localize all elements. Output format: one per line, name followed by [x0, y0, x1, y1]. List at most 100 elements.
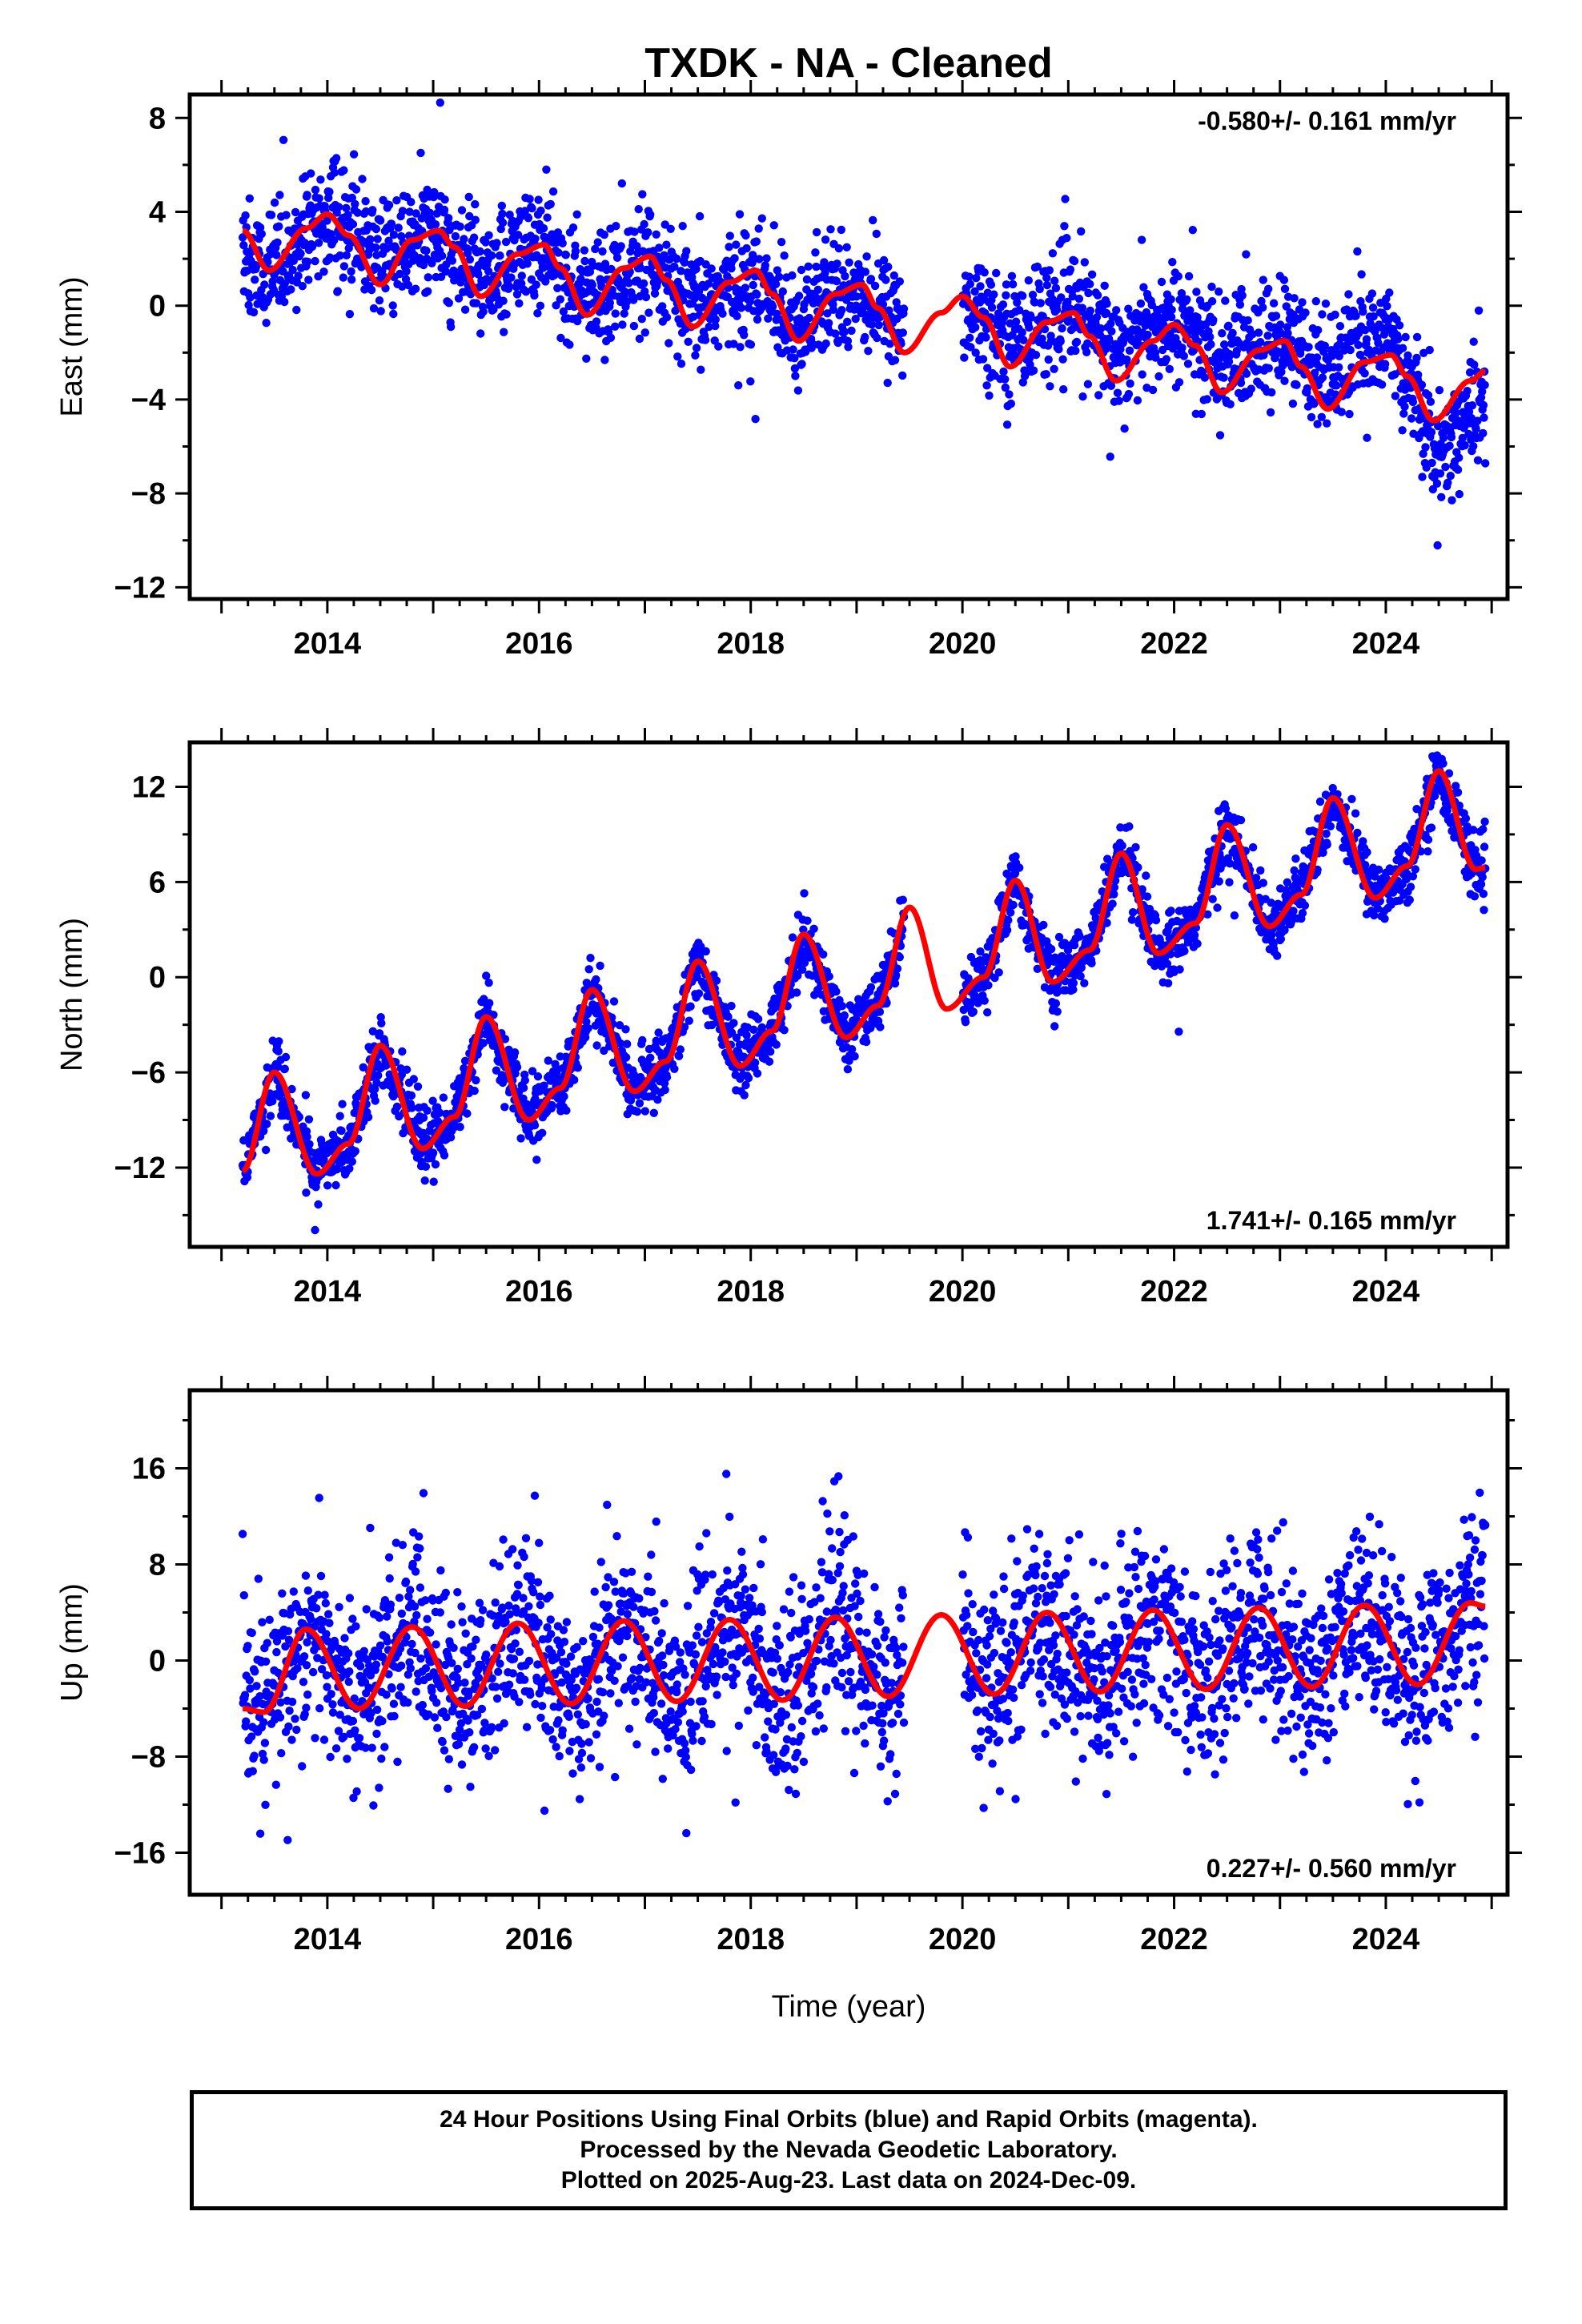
position-point	[281, 1052, 291, 1062]
position-point	[1005, 390, 1014, 399]
position-point	[523, 259, 532, 268]
position-point	[677, 267, 685, 275]
position-point	[1206, 332, 1215, 341]
position-point	[500, 1035, 510, 1043]
position-point	[1151, 353, 1160, 362]
position-point	[1078, 392, 1087, 401]
position-point	[1077, 963, 1086, 972]
position-point	[592, 1041, 601, 1050]
position-point	[407, 198, 416, 207]
position-point	[246, 293, 255, 302]
position-point	[498, 209, 507, 219]
position-point	[268, 277, 277, 286]
position-point	[1182, 295, 1191, 304]
position-point	[755, 255, 764, 263]
position-point	[874, 320, 883, 330]
position-point	[1134, 863, 1142, 872]
position-point	[314, 239, 323, 247]
position-point	[469, 233, 479, 242]
position-point	[976, 947, 985, 956]
position-point	[1042, 273, 1051, 283]
position-point	[711, 321, 720, 331]
position-point	[350, 1108, 359, 1118]
position-point	[1351, 312, 1360, 320]
position-point	[371, 1096, 379, 1105]
position-point	[866, 275, 876, 283]
position-point	[691, 351, 700, 360]
position-point	[249, 308, 259, 317]
position-point	[727, 1001, 736, 1011]
position-point	[1331, 310, 1339, 320]
position-point	[1207, 282, 1216, 292]
position-point	[1307, 412, 1316, 422]
position-point	[334, 203, 343, 211]
position-point	[404, 280, 413, 290]
position-point	[408, 1104, 416, 1112]
position-point	[1298, 298, 1307, 307]
position-point	[440, 205, 449, 215]
position-point	[1002, 420, 1012, 429]
position-point	[790, 364, 800, 373]
position-point	[279, 135, 288, 144]
position-point	[1052, 305, 1062, 314]
position-point	[1006, 908, 1015, 917]
position-point	[646, 1053, 655, 1063]
position-point	[1179, 352, 1189, 360]
position-point	[666, 224, 675, 233]
position-point	[1335, 352, 1344, 360]
position-point	[1235, 300, 1245, 309]
position-point	[568, 223, 578, 232]
position-point	[765, 1057, 774, 1066]
position-point	[392, 196, 401, 205]
position-point	[1291, 854, 1300, 863]
position-point	[1001, 383, 1010, 392]
position-point	[585, 267, 595, 276]
position-point	[1313, 420, 1322, 428]
position-point	[889, 271, 899, 280]
position-point	[1379, 330, 1389, 339]
position-point	[1367, 289, 1377, 298]
position-point	[1433, 541, 1442, 550]
position-point	[1428, 485, 1438, 494]
y-axis: 840−4−8−12	[114, 102, 1522, 605]
position-point	[867, 320, 877, 329]
position-point	[298, 282, 307, 291]
position-point	[536, 206, 545, 215]
position-point	[444, 299, 453, 308]
position-point	[1148, 385, 1158, 395]
position-point	[592, 317, 601, 326]
position-point	[1242, 250, 1251, 259]
position-point	[600, 230, 608, 239]
position-point	[303, 257, 312, 266]
position-point	[725, 243, 733, 251]
position-point	[1080, 979, 1089, 987]
position-point	[319, 267, 328, 276]
position-point	[790, 354, 799, 363]
y-tick-label: −8	[131, 477, 166, 511]
position-point	[384, 200, 394, 210]
position-point	[695, 211, 705, 221]
position-point	[1213, 903, 1222, 912]
position-point	[484, 979, 493, 987]
position-point	[883, 378, 892, 388]
position-point	[273, 238, 282, 247]
position-point	[1082, 348, 1091, 356]
position-point	[730, 254, 739, 263]
position-point	[1018, 378, 1028, 387]
position-point	[436, 272, 446, 281]
position-point	[826, 225, 835, 234]
position-point	[833, 259, 841, 268]
position-point	[1133, 396, 1142, 405]
position-point	[1474, 306, 1484, 315]
position-point	[342, 251, 351, 259]
position-point	[465, 211, 474, 221]
position-point	[375, 216, 385, 225]
position-point	[1458, 433, 1468, 443]
position-point	[1276, 935, 1286, 943]
position-point	[540, 1081, 548, 1090]
position-point	[1469, 337, 1478, 346]
position-point	[884, 263, 893, 271]
position-point	[616, 1039, 625, 1048]
position-point	[1180, 947, 1189, 955]
